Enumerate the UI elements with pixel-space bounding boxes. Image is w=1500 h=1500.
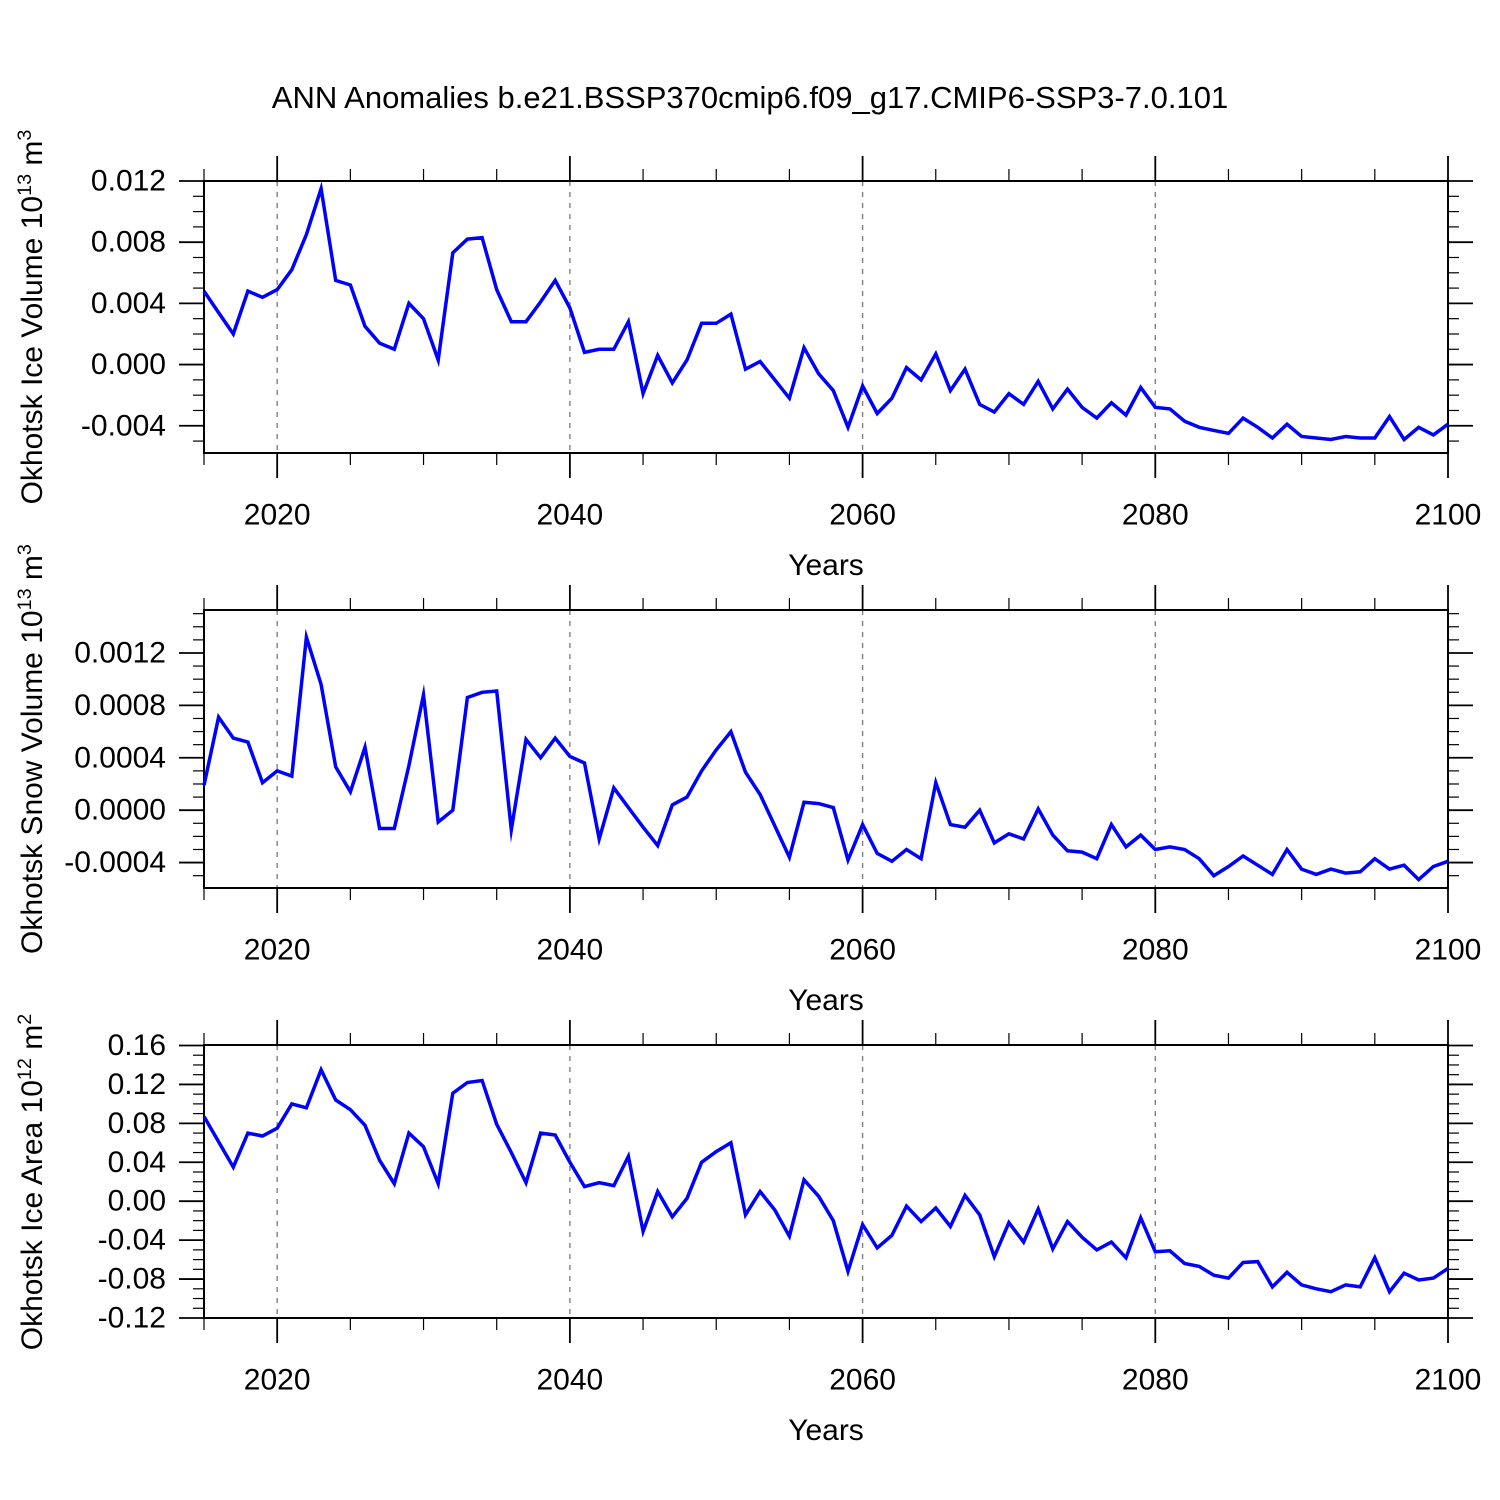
x-axis-label-years-panel-2: Years (788, 984, 864, 1017)
x-tick-label: 2080 (1122, 934, 1189, 967)
x-tick-label: 2020 (244, 499, 311, 532)
ice-volume-series-line (202, 181, 1450, 443)
plot-frame (203, 180, 1449, 454)
x-tick-label: 2040 (537, 934, 604, 967)
y-tick-label: 0.0012 (74, 636, 166, 669)
x-tick-label: 2080 (1122, 1364, 1189, 1397)
ice-area-series-line (202, 1065, 1449, 1296)
x-tick-label: 2100 (1415, 934, 1482, 967)
plot-frame (203, 1044, 1449, 1319)
x-tick-label: 2100 (1415, 499, 1482, 532)
x-tick-label: 2040 (537, 1364, 604, 1397)
y-tick-label: -0.12 (98, 1302, 166, 1335)
y-tick-label: 0.12 (108, 1068, 166, 1101)
ice-area-panel: 2020 2040 2060 2080 2100 0.16 0.12 0.08 0.04 0.00… (98, 1020, 1482, 1397)
x-tick-label: 2060 (829, 934, 896, 967)
y-tick-label: 0.04 (108, 1146, 166, 1179)
y-tick-label: 0.16 (108, 1029, 166, 1062)
snow-volume-series-line (202, 628, 1449, 882)
x-tick-label: 2080 (1122, 499, 1189, 532)
y-tick-label: -0.04 (98, 1224, 166, 1257)
y-tick-label: -0.08 (98, 1263, 166, 1296)
y-tick-label: -0.0004 (64, 846, 166, 879)
y-tick-label: 0.00 (108, 1185, 166, 1218)
x-tick-label: 2060 (829, 1364, 896, 1397)
chart-title: ANN Anomalies b.e21.BSSP370cmip6.f09_g17… (271, 80, 1229, 115)
y-axis-label-ice-volume: Okhotsk Ice Volume 1013 m3 (14, 129, 49, 505)
snow-volume-panel: 2020 2040 2060 2080 2100 0.0012 0.0008 0.0004 0.… (64, 585, 1481, 967)
y-tick-label: 0.004 (91, 287, 166, 320)
y-tick-label: -0.004 (81, 409, 166, 442)
y-tick-label: 0.08 (108, 1107, 166, 1140)
x-tick-label: 2060 (829, 499, 896, 532)
y-tick-label: 0.0004 (74, 741, 166, 774)
x-axis-label-years-panel-3: Years (788, 1414, 864, 1447)
y-axis-label-ice-area: Okhotsk Ice Area 1012 m2 (14, 1013, 49, 1350)
x-tick-label: 2020 (244, 934, 311, 967)
x-tick-label: 2040 (537, 499, 604, 532)
ice-volume-panel: 2020 2040 2060 2080 2100 0.012 0.008 0.004 0.000… (81, 156, 1481, 532)
y-tick-label: 0.012 (91, 165, 166, 198)
y-axis-label-snow-volume: Okhotsk Snow Volume 1013 m3 (14, 544, 49, 954)
y-tick-label: 0.000 (91, 348, 166, 381)
x-tick-label: 2100 (1415, 1364, 1482, 1397)
plot-frame (203, 609, 1449, 889)
x-tick-label: 2020 (244, 1364, 311, 1397)
y-tick-label: 0.0008 (74, 689, 166, 722)
x-axis-label-years-panel-1: Years (788, 549, 864, 582)
y-tick-label: 0.008 (91, 226, 166, 259)
y-tick-label: 0.0000 (74, 794, 166, 827)
